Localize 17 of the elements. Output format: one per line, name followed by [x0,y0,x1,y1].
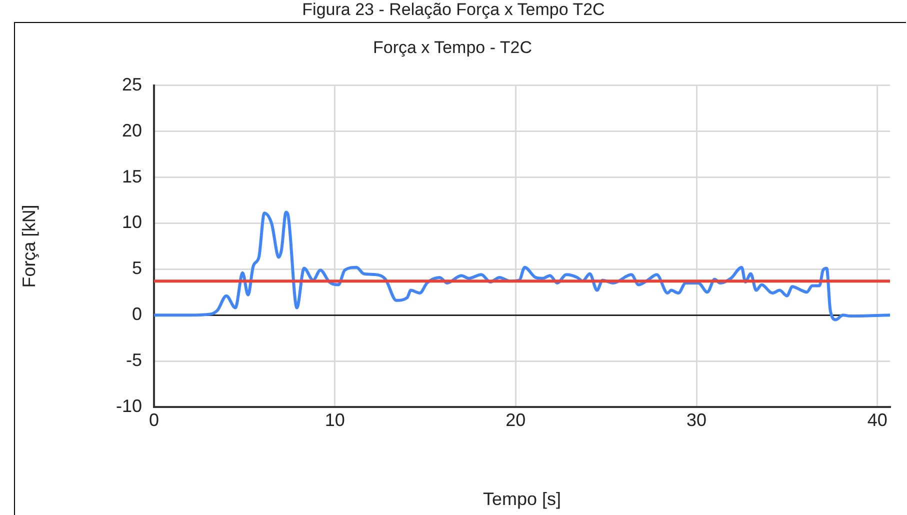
y-tick-label: 5 [132,258,142,278]
x-tick-label: 20 [506,410,526,430]
y-tick-label: -5 [126,350,142,370]
x-tick-label: 0 [148,410,160,430]
x-axis-title: Tempo [s] [482,489,562,510]
y-tick-label: 0 [132,304,142,324]
y-tick-label: 20 [122,120,142,140]
x-tick-label: 10 [324,410,345,430]
y-tick-label: -10 [116,396,142,416]
x-tick-label: 40 [867,410,888,430]
y-tick-label: 25 [122,74,142,94]
y-tick-label: 10 [122,212,142,232]
x-tick-label: 30 [686,410,707,430]
text: Figura 23 - Relação Força x Tempo T2C [301,0,606,20]
y-axis-title: Força [kN] [18,204,39,288]
y-tick-label: 15 [122,166,142,186]
chart-title: Força x Tempo - T2C [372,38,532,57]
